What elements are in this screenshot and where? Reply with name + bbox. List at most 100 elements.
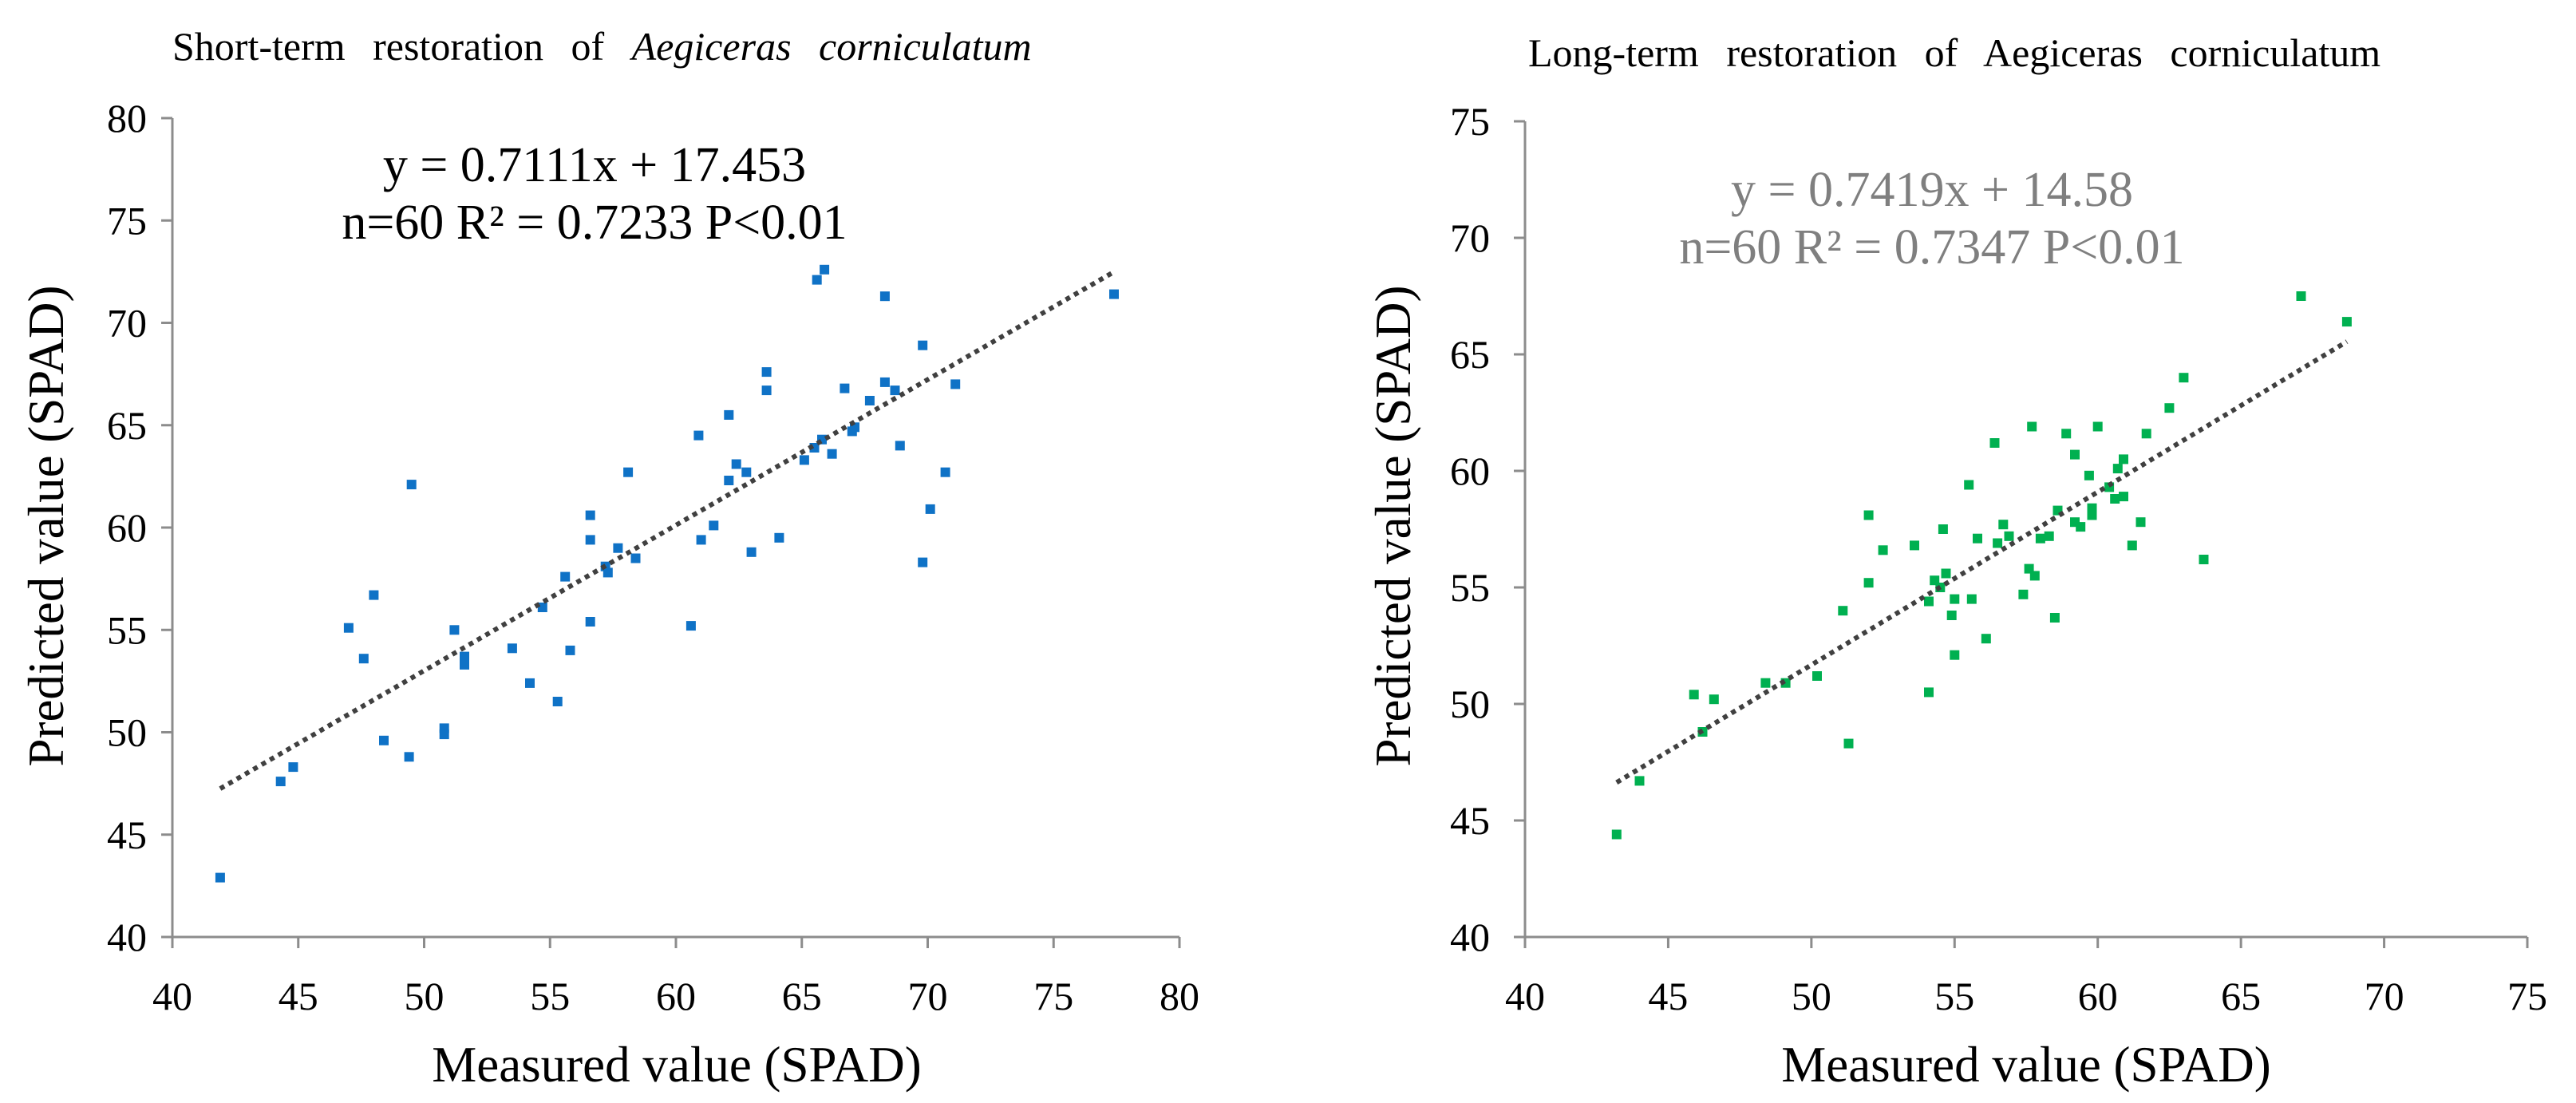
data-point — [2027, 421, 2037, 432]
data-point — [2004, 531, 2014, 541]
x-tick-label: 80 — [1160, 974, 1199, 1018]
data-point — [2049, 613, 2060, 623]
chart-title-short-term: Short-term restoration of Aegiceras corn… — [172, 22, 1032, 70]
data-point — [2119, 454, 2128, 465]
y-tick-label: 65 — [1450, 332, 1490, 377]
data-point — [613, 543, 623, 553]
y-tick-label: 55 — [107, 607, 147, 652]
data-point — [761, 367, 772, 378]
data-point — [1938, 524, 1948, 534]
data-point — [2164, 403, 2175, 413]
data-point — [1843, 738, 1854, 749]
regression-statistics: n=60 R² = 0.7233 P<0.01 — [342, 196, 847, 250]
y-axis-label: Predicted value (SPAD) — [1365, 285, 1421, 767]
data-point — [1863, 578, 1874, 588]
y-tick-label: 40 — [1450, 915, 1490, 959]
data-point — [685, 621, 696, 631]
x-axis-label: Measured value (SPAD) — [1781, 1037, 2271, 1093]
x-tick-label: 65 — [2221, 974, 2261, 1018]
data-point — [840, 383, 850, 393]
data-point — [1950, 650, 1960, 660]
x-tick-label: 60 — [2078, 974, 2118, 1018]
trendline — [1615, 339, 2349, 785]
x-tick-label: 55 — [530, 974, 570, 1018]
y-tick-label: 55 — [1450, 565, 1490, 610]
y-tick-label: 40 — [107, 915, 147, 959]
data-point — [525, 678, 535, 688]
data-point — [215, 872, 225, 883]
chart-title-species: Aegiceras corniculatum — [631, 24, 1032, 69]
data-point — [603, 567, 613, 578]
data-point — [918, 557, 928, 567]
x-tick-label: 45 — [1648, 974, 1688, 1018]
data-point — [2296, 291, 2306, 301]
data-point — [774, 532, 784, 543]
data-point — [1838, 606, 1848, 616]
x-tick-label: 65 — [782, 974, 822, 1018]
y-tick-label: 75 — [1450, 99, 1490, 144]
data-point — [630, 553, 641, 563]
data-point — [358, 654, 369, 664]
data-point — [1634, 776, 1645, 786]
data-point — [1981, 634, 1991, 644]
data-point — [1973, 533, 1982, 544]
data-point — [2029, 571, 2040, 581]
data-point — [731, 459, 741, 469]
data-point — [275, 777, 286, 787]
data-point — [1812, 671, 1822, 681]
data-point — [696, 535, 706, 545]
data-point — [1109, 289, 1119, 299]
data-point — [2127, 540, 2137, 551]
data-point — [812, 275, 822, 285]
data-point — [1910, 540, 1919, 551]
y-tick-label: 50 — [107, 710, 147, 755]
data-point — [343, 623, 354, 633]
data-point — [724, 476, 734, 485]
data-point — [2141, 429, 2151, 439]
y-tick-label: 75 — [107, 198, 147, 243]
x-tick-label: 40 — [152, 974, 192, 1018]
y-tick-label: 80 — [107, 96, 147, 140]
x-tick-label: 40 — [1505, 974, 1545, 1018]
y-tick-label: 70 — [1450, 215, 1490, 260]
x-tick-label: 60 — [656, 974, 696, 1018]
data-point — [2087, 510, 2097, 520]
y-tick-label: 45 — [1450, 798, 1490, 843]
data-point — [799, 455, 809, 465]
x-tick-label: 45 — [279, 974, 318, 1018]
regression-statistics: n=60 R² = 0.7347 P<0.01 — [1679, 220, 2185, 275]
data-point — [2070, 449, 2080, 460]
data-point — [741, 467, 752, 477]
data-point — [1924, 596, 1934, 607]
data-point — [2044, 531, 2054, 541]
x-tick-label: 50 — [405, 974, 444, 1018]
x-tick-label: 50 — [1792, 974, 1831, 1018]
data-point — [460, 659, 469, 670]
trendline — [219, 270, 1116, 791]
data-point — [761, 385, 772, 396]
data-point — [565, 645, 575, 655]
regression-equation: y = 0.7419x + 14.58 — [1731, 163, 2133, 217]
data-point — [1941, 568, 1951, 579]
x-tick-label: 75 — [2507, 974, 2547, 1018]
data-point — [439, 729, 449, 740]
data-point — [2199, 555, 2209, 564]
data-point — [552, 697, 563, 706]
data-point — [2061, 429, 2072, 439]
data-point — [2179, 373, 2189, 383]
data-point — [827, 449, 837, 459]
x-axis-label: Measured value (SPAD) — [432, 1037, 922, 1093]
data-point — [560, 571, 571, 582]
data-point — [1611, 829, 1622, 840]
data-point — [1950, 594, 1960, 604]
data-point — [925, 504, 935, 514]
y-tick-label: 60 — [1450, 449, 1490, 493]
x-tick-label: 70 — [2365, 974, 2404, 1018]
data-point — [2135, 517, 2146, 528]
y-tick-label: 45 — [107, 812, 147, 857]
data-point — [507, 643, 517, 654]
data-point — [879, 377, 890, 387]
chart-title-text: Short-term restoration of — [172, 24, 632, 69]
